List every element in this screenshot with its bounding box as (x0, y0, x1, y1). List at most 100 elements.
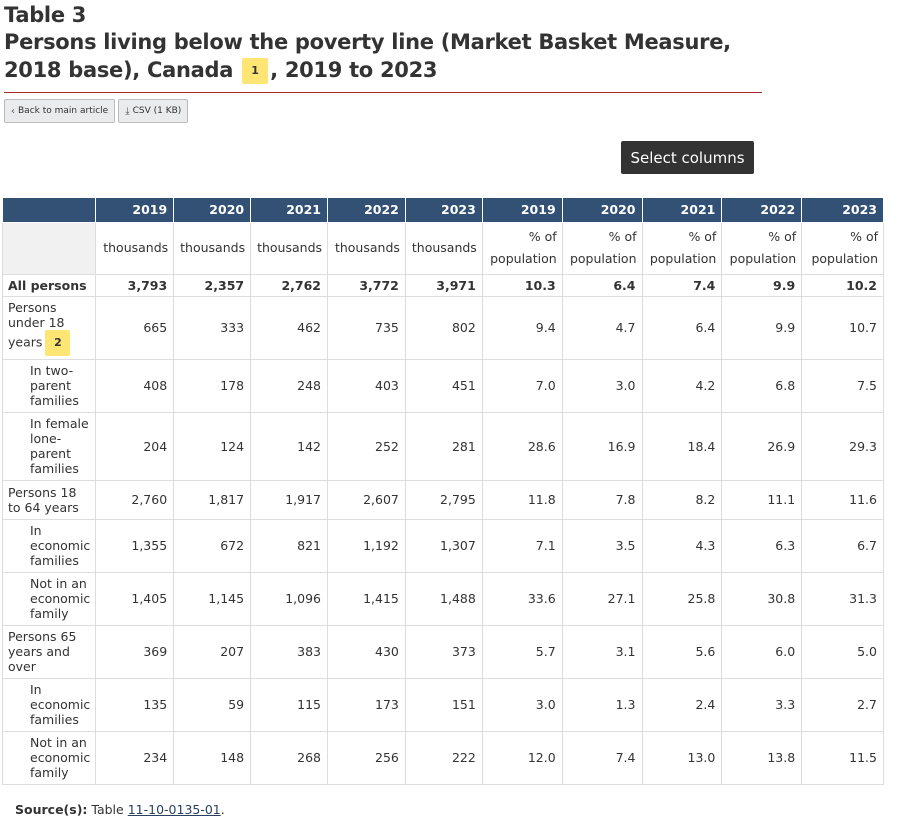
table-cell: 6.8 (721, 358, 803, 413)
table-cell: 6.3 (721, 518, 803, 573)
table-cell: 135 (95, 677, 175, 732)
header-corner (1, 198, 97, 223)
back-button-label: Back to main article (18, 106, 109, 116)
table-cell: 451 (404, 358, 483, 413)
row-label: Not in an economic family (1, 730, 97, 785)
download-icon: ⤓ (125, 105, 130, 117)
table-cell: 1,488 (404, 571, 483, 626)
table-cell: 7.4 (561, 730, 643, 785)
table-cell: 2,760 (95, 479, 175, 520)
table-cell: 2,607 (327, 479, 406, 520)
table-cell: 234 (95, 730, 175, 785)
table-cell: 1,096 (250, 571, 329, 626)
column-year-header: 2022 (327, 198, 406, 223)
row-label: Not in an economic family (1, 571, 97, 626)
column-unit-header: thousands (404, 221, 483, 275)
table-cell: 2.4 (641, 677, 723, 732)
table-cell: 4.7 (561, 295, 643, 360)
column-unit-header: thousands (95, 221, 175, 275)
table-cell: 25.8 (641, 571, 723, 626)
table-cell: 124 (173, 411, 252, 481)
column-year-header: 2019 (481, 198, 563, 223)
table-cell: 207 (173, 624, 252, 679)
table-cell: 3.5 (561, 518, 643, 573)
table-cell: 204 (95, 411, 175, 481)
table-cell: 28.6 (481, 411, 563, 481)
table-row: In economic families 1,355 672 821 1,192 1,30… (1, 518, 884, 573)
table-row: In two-parent families 408 178 248 403 451 7.0… (1, 358, 884, 413)
table-cell: 665 (95, 295, 175, 360)
table-cell: 4.3 (641, 518, 723, 573)
table-cell: 11.1 (721, 479, 803, 520)
table-cell: 7.5 (801, 358, 884, 413)
row-label: In economic families (1, 677, 97, 732)
table-cell: 408 (95, 358, 175, 413)
select-columns-button[interactable]: Select columns (621, 141, 754, 174)
year-header-row: 2019 2020 2021 2022 2023 2019 2020 2021 2022 2023 (1, 198, 884, 223)
table-cell: 7.4 (641, 273, 723, 297)
footnote-badge[interactable]: 2 (45, 329, 71, 356)
table-cell: 1,917 (250, 479, 329, 520)
csv-download-button[interactable]: ⤓ CSV (1 KB) (118, 99, 189, 123)
table-cell: 11.6 (801, 479, 884, 520)
table-cell: 30.8 (721, 571, 803, 626)
table-cell: 10.2 (801, 273, 884, 297)
table-cell: 1,415 (327, 571, 406, 626)
table-cell: 4.2 (641, 358, 723, 413)
table-cell: 9.9 (721, 295, 803, 360)
table-cell: 6.4 (561, 273, 643, 297)
row-label: Persons under 18 years 2 (1, 295, 97, 360)
row-label-text: Persons 18 to 64 years (8, 484, 79, 515)
table-body: All persons 3,793 2,357 2,762 3,772 3,971 10.3… (1, 273, 884, 785)
table-cell: 430 (327, 624, 406, 679)
table-row: In economic families 135 59 115 173 151 3.0 1.3… (1, 677, 884, 732)
table-cell: 142 (250, 411, 329, 481)
table-cell: 403 (327, 358, 406, 413)
table-cell: 333 (173, 295, 252, 360)
table-cell: 7.1 (481, 518, 563, 573)
column-year-header: 2019 (95, 198, 175, 223)
table-cell: 13.8 (721, 730, 803, 785)
table-cell: 1,355 (95, 518, 175, 573)
table-cell: 735 (327, 295, 406, 360)
table-cell: 383 (250, 624, 329, 679)
table-cell: 373 (404, 624, 483, 679)
table-cell: 1,192 (327, 518, 406, 573)
title-divider (4, 92, 762, 93)
back-button[interactable]: ‹ Back to main article (4, 99, 116, 123)
table-cell: 369 (95, 624, 175, 679)
table-cell: 462 (250, 295, 329, 360)
table-cell: 6.0 (721, 624, 803, 679)
poverty-table: 2019 2020 2021 2022 2023 2019 2020 2021 2022 2023… (1, 198, 884, 785)
row-label: Persons 65 years and over (1, 624, 97, 679)
column-year-header: 2022 (721, 198, 803, 223)
row-label-text: Not in an economic family (30, 735, 91, 780)
column-unit-header: % of population (801, 221, 884, 275)
source-link[interactable]: 11-10-0135-01 (127, 802, 221, 817)
row-label-text: In two-parent families (30, 363, 79, 408)
table-cell: 672 (173, 518, 252, 573)
table-cell: 13.0 (641, 730, 723, 785)
row-label: All persons (1, 273, 97, 297)
row-label-text: In economic families (30, 682, 91, 727)
table-title: Persons living below the poverty line (M… (4, 28, 764, 84)
footnote-badge[interactable]: 1 (242, 58, 269, 84)
column-unit-header: thousands (173, 221, 252, 275)
table-cell: 27.1 (561, 571, 643, 626)
table-cell: 281 (404, 411, 483, 481)
table-cell: 10.7 (801, 295, 884, 360)
table-cell: 2.7 (801, 677, 884, 732)
column-unit-header: % of population (561, 221, 643, 275)
unit-header-row: thousands thousands thousands thousands thou… (1, 221, 884, 275)
source-note: Source(s): Table 11-10-0135-01. (15, 802, 225, 817)
table-cell: 9.9 (721, 273, 803, 297)
chevron-left-icon: ‹ (11, 105, 15, 117)
column-year-header: 2023 (801, 198, 884, 223)
table-cell: 26.9 (721, 411, 803, 481)
column-unit-header: % of population (641, 221, 723, 275)
table-cell: 11.5 (801, 730, 884, 785)
table-cell: 6.7 (801, 518, 884, 573)
table-cell: 1,817 (173, 479, 252, 520)
table-cell: 5.0 (801, 624, 884, 679)
row-label-text: In female lone-parent families (30, 416, 89, 476)
